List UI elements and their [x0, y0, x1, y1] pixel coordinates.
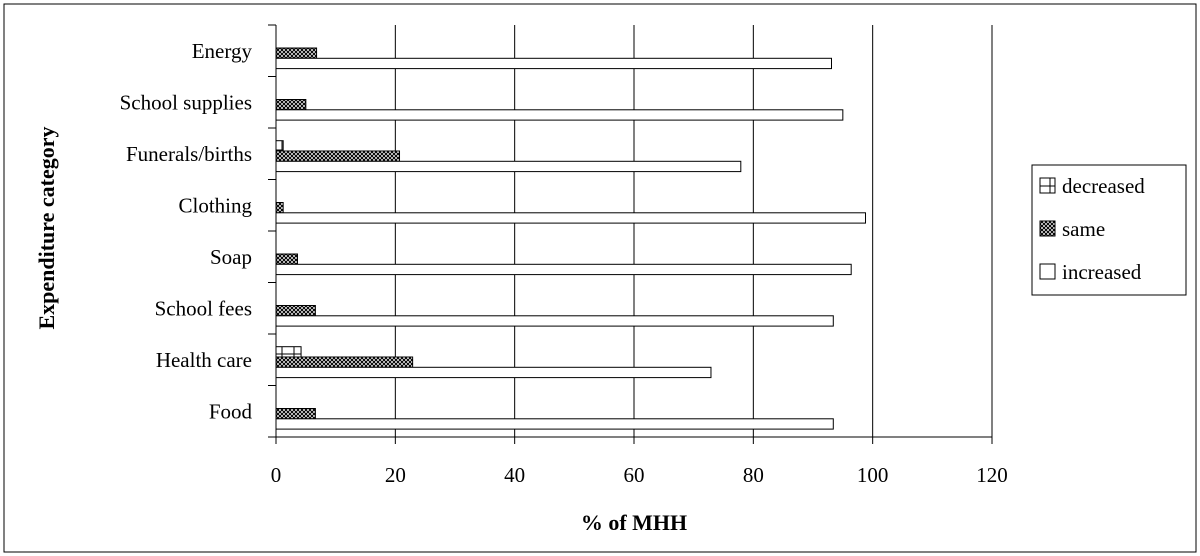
- bar-clothing-increased: [275, 212, 867, 224]
- legend-swatch-decreased: [1039, 177, 1056, 194]
- x-tick-label-0: 0: [271, 463, 282, 487]
- x-tick-label-80: 80: [743, 463, 764, 487]
- chart-frame: [3, 3, 1197, 553]
- bar-funerals-births-increased: [275, 160, 742, 173]
- legend-swatch-same: [1039, 220, 1056, 237]
- bar-health-care-increased: [275, 366, 712, 379]
- category-label-school-supplies: School supplies: [120, 90, 252, 114]
- x-tick-label-40: 40: [504, 463, 525, 487]
- bar-health-care-decreased: [275, 346, 302, 358]
- legend-label-decreased: decreased: [1062, 174, 1145, 198]
- bar-clothing-same: [275, 202, 284, 214]
- x-tick-label-20: 20: [385, 463, 406, 487]
- x-axis-title: % of MHH: [581, 510, 687, 535]
- category-label-health-care: Health care: [156, 348, 252, 372]
- bar-food-same: [275, 408, 316, 420]
- bar-school-supplies-same: [275, 99, 307, 111]
- y-axis-title: Expenditure category: [34, 126, 59, 329]
- bar-soap-increased: [275, 263, 852, 276]
- bar-energy-same: [275, 47, 318, 59]
- bar-school-fees-same: [275, 305, 316, 317]
- category-label-soap: Soap: [210, 245, 252, 269]
- legend-label-same: same: [1062, 217, 1105, 241]
- x-tick-label-100: 100: [857, 463, 889, 487]
- category-label-funerals-births: Funerals/births: [126, 142, 252, 166]
- bar-funerals-births-decreased: [275, 140, 284, 152]
- bar-funerals-births-same: [275, 150, 401, 162]
- category-label-clothing: Clothing: [178, 193, 252, 217]
- category-label-food: Food: [209, 399, 253, 423]
- category-label-school-fees: School fees: [155, 296, 252, 320]
- bar-energy-increased: [275, 57, 832, 70]
- legend: decreased same increased: [1031, 164, 1187, 296]
- legend-swatch-increased: [1039, 263, 1056, 280]
- bar-food-increased: [275, 418, 834, 430]
- legend-frame: [1031, 164, 1187, 296]
- bar-school-fees-increased: [275, 315, 834, 327]
- bar-school-supplies-increased: [275, 109, 844, 121]
- legend-label-increased: increased: [1062, 260, 1142, 284]
- category-label-energy: Energy: [192, 39, 253, 63]
- bar-soap-same: [275, 253, 298, 265]
- x-tick-label-60: 60: [624, 463, 645, 487]
- bar-health-care-same: [275, 356, 414, 368]
- x-tick-label-120: 120: [976, 463, 1008, 487]
